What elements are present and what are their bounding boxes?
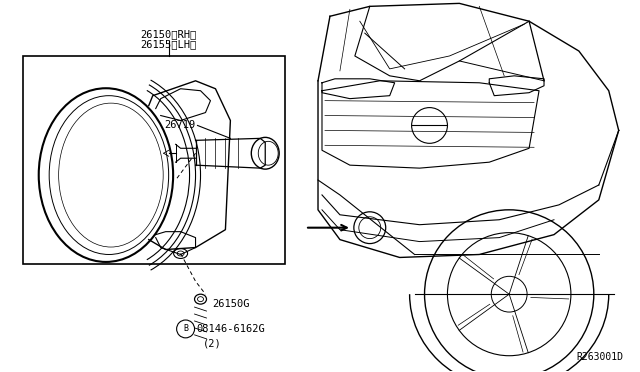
- Text: 26719: 26719: [164, 121, 196, 131]
- Text: 26155〈LH〉: 26155〈LH〉: [141, 39, 196, 49]
- Text: R263001D: R263001D: [577, 352, 623, 362]
- Text: 26150〈RH〉: 26150〈RH〉: [141, 29, 196, 39]
- Text: 08146-6162G: 08146-6162G: [196, 324, 266, 334]
- Text: (2): (2): [203, 339, 222, 349]
- Text: 26150G: 26150G: [212, 299, 250, 309]
- Text: B: B: [183, 324, 188, 333]
- Bar: [23, 56, 285, 264]
